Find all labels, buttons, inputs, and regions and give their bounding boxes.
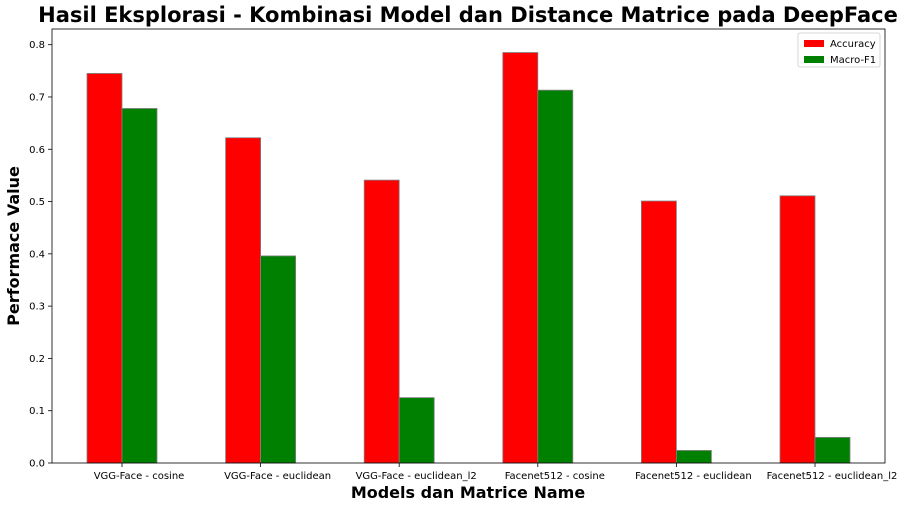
legend-label: Macro-F1 — [830, 55, 876, 66]
x-tick-label: VGG-Face - cosine — [94, 471, 185, 482]
chart-title: Hasil Eksplorasi - Kombinasi Model dan D… — [38, 3, 898, 27]
y-tick-label: 0.5 — [29, 197, 45, 208]
y-tick-label: 0.1 — [29, 406, 45, 417]
bar-accuracy-5 — [779, 195, 816, 464]
bar-macro-f1-4 — [676, 450, 712, 464]
bar-accuracy-4 — [641, 200, 677, 464]
bar-macro-f1-1 — [260, 255, 297, 464]
bar-accuracy-1 — [225, 137, 262, 464]
legend: Accuracy Macro-F1 — [797, 32, 881, 68]
x-tick-label: Facenet512 - euclidean_l2 — [767, 471, 898, 482]
y-axis-label: Performace Value — [4, 166, 23, 326]
bar-macro-f1-2 — [398, 397, 435, 464]
x-tick-label: Facenet512 - euclidean — [635, 471, 752, 482]
y-tick-label: 0.7 — [29, 92, 45, 103]
bar-accuracy-3 — [502, 52, 539, 464]
legend-swatch — [804, 56, 824, 63]
y-tick-label: 0.4 — [29, 249, 45, 260]
bar-macro-f1-3 — [537, 89, 574, 464]
x-tick-label: VGG-Face - euclidean_l2 — [356, 471, 477, 482]
legend-label: Accuracy — [830, 39, 876, 50]
plot-area: VGG-Face - cosine VGG-Face - euclidean VGG… — [29, 28, 898, 482]
bar-macro-f1-5 — [814, 436, 851, 464]
plot-frame — [51, 28, 886, 464]
legend-swatch — [804, 40, 824, 47]
bar-accuracy-2 — [363, 179, 400, 464]
y-tick-label: 0.6 — [29, 145, 45, 156]
y-tick-label: 0.3 — [29, 302, 45, 313]
x-tick-label: VGG-Face - euclidean — [224, 471, 331, 482]
x-axis-label: Models dan Matrice Name — [351, 483, 586, 502]
y-tick-label: 0.0 — [29, 459, 45, 470]
x-tick-label: Facenet512 - cosine — [505, 471, 605, 482]
y-tick-label: 0.2 — [29, 354, 45, 365]
bar-macro-f1-0 — [121, 108, 158, 464]
bar-accuracy-0 — [86, 73, 123, 464]
y-tick-label: 0.8 — [29, 40, 45, 51]
